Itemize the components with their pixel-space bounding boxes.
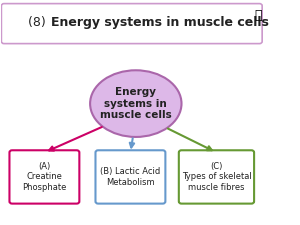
FancyBboxPatch shape	[95, 150, 165, 204]
Text: (C)
Types of skeletal
muscle fibres: (C) Types of skeletal muscle fibres	[182, 162, 251, 192]
Text: (A)
Creatine
Phosphate: (A) Creatine Phosphate	[22, 162, 67, 192]
Text: Energy
systems in
muscle cells: Energy systems in muscle cells	[100, 87, 172, 120]
FancyBboxPatch shape	[10, 150, 80, 204]
Text: Energy systems in muscle cells: Energy systems in muscle cells	[51, 16, 269, 29]
Text: 📝: 📝	[254, 9, 262, 22]
FancyBboxPatch shape	[2, 4, 262, 44]
Ellipse shape	[90, 70, 182, 137]
FancyBboxPatch shape	[179, 150, 254, 204]
Text: (B) Lactic Acid
Metabolism: (B) Lactic Acid Metabolism	[100, 167, 160, 187]
Text: (8): (8)	[28, 16, 50, 29]
